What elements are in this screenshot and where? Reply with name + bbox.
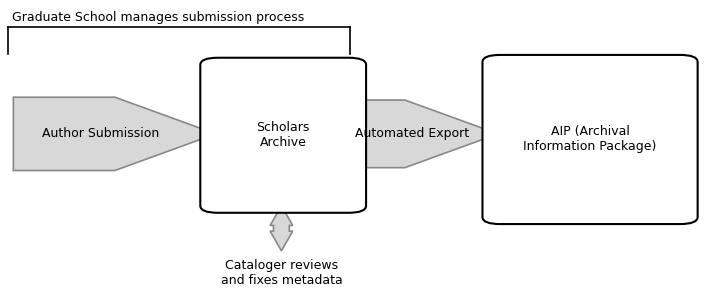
Text: Automated Export: Automated Export xyxy=(355,127,469,140)
Text: Scholars
Archive: Scholars Archive xyxy=(257,121,310,149)
Text: Cataloger reviews
and fixes metadata: Cataloger reviews and fixes metadata xyxy=(220,259,342,287)
FancyBboxPatch shape xyxy=(201,58,366,213)
Polygon shape xyxy=(270,206,293,251)
Polygon shape xyxy=(14,97,216,171)
Text: AIP (Archival
Information Package): AIP (Archival Information Package) xyxy=(523,125,657,153)
FancyBboxPatch shape xyxy=(483,55,697,224)
Text: Author Submission: Author Submission xyxy=(42,127,159,140)
Polygon shape xyxy=(350,100,498,168)
Text: Graduate School manages submission process: Graduate School manages submission proce… xyxy=(12,11,304,24)
